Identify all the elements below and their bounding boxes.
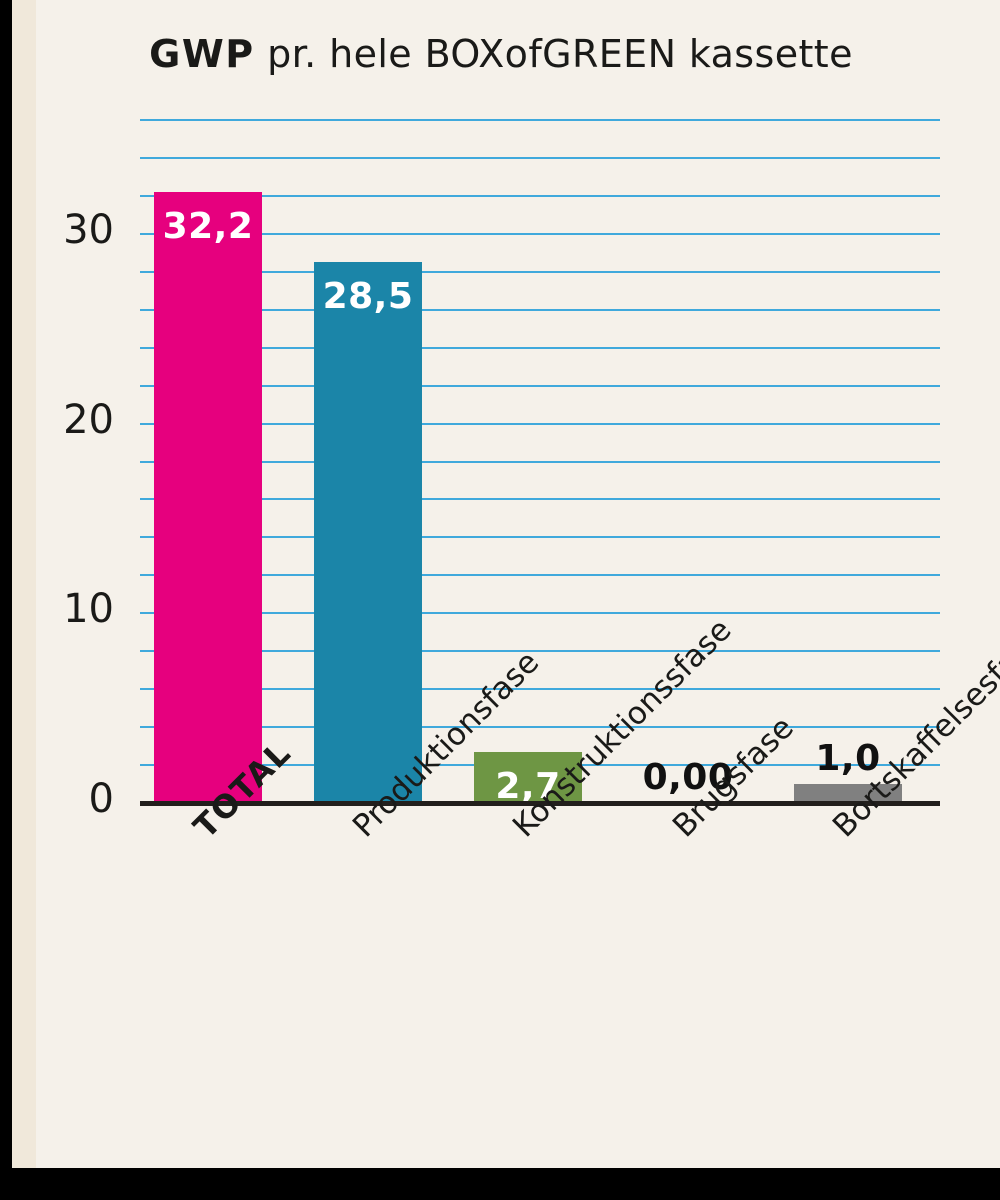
bar-produktionsfase[interactable]: 28,5 xyxy=(314,262,422,803)
gridline xyxy=(140,308,940,311)
gridline xyxy=(140,574,940,577)
gridline xyxy=(140,270,940,273)
gridline xyxy=(140,194,940,197)
gridline xyxy=(140,232,940,235)
bar-value-label: 0,00 xyxy=(642,757,734,798)
chart-title: GWP pr. hele BOXofGREEN kassette xyxy=(36,32,966,76)
gridline xyxy=(140,612,940,615)
gridline xyxy=(140,460,940,463)
bottom-black-band xyxy=(0,1168,1000,1200)
gridline xyxy=(140,346,940,349)
bar-value-label: 32,2 xyxy=(162,206,254,248)
bar-value-label: 1,0 xyxy=(815,738,881,780)
y-axis-tick-30: 30 xyxy=(63,206,114,253)
gridline xyxy=(140,726,940,729)
bar-value-label: 2,7 xyxy=(495,765,561,807)
gridline xyxy=(140,498,940,501)
y-axis-tick-10: 10 xyxy=(63,586,114,633)
chart-title-strong: GWP xyxy=(149,32,255,76)
gridline xyxy=(140,156,940,159)
gridline xyxy=(140,536,940,539)
gridline xyxy=(140,688,940,691)
bar-series: 32,2 28,5 2,7 0,00 1,0 xyxy=(140,120,940,807)
left-black-edge xyxy=(0,0,12,1168)
y-axis-tick-0: 0 xyxy=(88,776,114,822)
chart-title-rest: pr. hele BOXofGREEN kassette xyxy=(254,32,853,76)
gridline xyxy=(140,119,940,121)
gridline xyxy=(140,384,940,387)
gridline xyxy=(140,650,940,653)
bar-total[interactable]: 32,2 xyxy=(154,192,262,803)
y-axis-tick-20: 20 xyxy=(63,396,114,443)
bar-konstruktionssfase[interactable]: 2,7 xyxy=(474,751,582,807)
bar-value-label: 28,5 xyxy=(322,276,414,318)
x-axis-baseline xyxy=(140,801,940,806)
bar-bortskaffelsesfase[interactable] xyxy=(794,784,902,803)
left-cream-strip xyxy=(12,0,36,1168)
gridline xyxy=(140,422,940,425)
